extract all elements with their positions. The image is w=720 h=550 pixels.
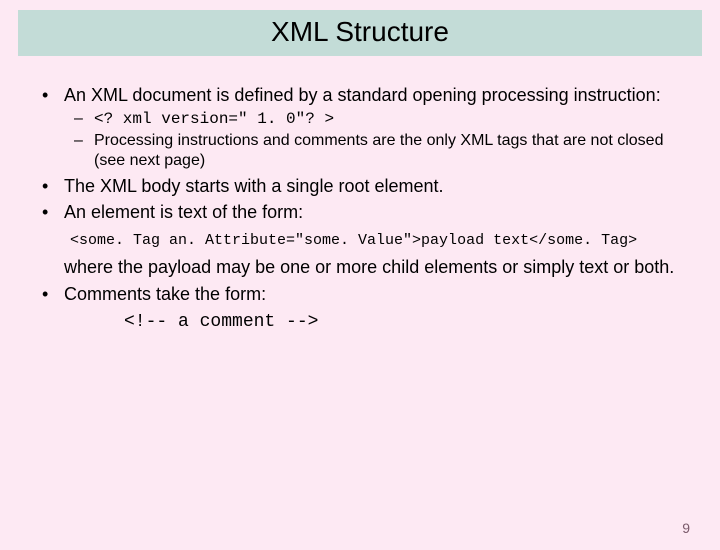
bullet-1: An XML document is defined by a standard… [36, 84, 684, 171]
bullet-1-sub-2-text: Processing instructions and comments are… [94, 132, 663, 169]
main-list: An XML document is defined by a standard… [36, 84, 684, 334]
title-bar: XML Structure [18, 10, 702, 56]
bullet-3-text: An element is text of the form: [64, 202, 303, 222]
page-number: 9 [682, 520, 690, 536]
bullet-4: Comments take the form: <!-- a comment -… [36, 283, 684, 334]
bullet-1-text: An XML document is defined by a standard… [64, 85, 661, 105]
slide-content: An XML document is defined by a standard… [0, 56, 720, 334]
bullet-3: An element is text of the form: <some. T… [36, 201, 684, 279]
bullet-1-sub-1-code: <? xml version=" 1. 0"? > [94, 110, 334, 128]
bullet-1-sub-1: <? xml version=" 1. 0"? > [64, 109, 684, 129]
bullet-3-where: where the payload may be one or more chi… [64, 256, 684, 279]
slide-title: XML Structure [18, 16, 702, 48]
bullet-1-sub-2: Processing instructions and comments are… [64, 131, 684, 171]
bullet-1-sublist: <? xml version=" 1. 0"? > Processing ins… [64, 109, 684, 171]
bullet-2: The XML body starts with a single root e… [36, 175, 684, 198]
bullet-3-code: <some. Tag an. Attribute="some. Value">p… [70, 232, 684, 251]
bullet-4-text: Comments take the form: [64, 284, 266, 304]
bullet-2-text: The XML body starts with a single root e… [64, 176, 444, 196]
bullet-4-code: <!-- a comment --> [124, 311, 684, 334]
